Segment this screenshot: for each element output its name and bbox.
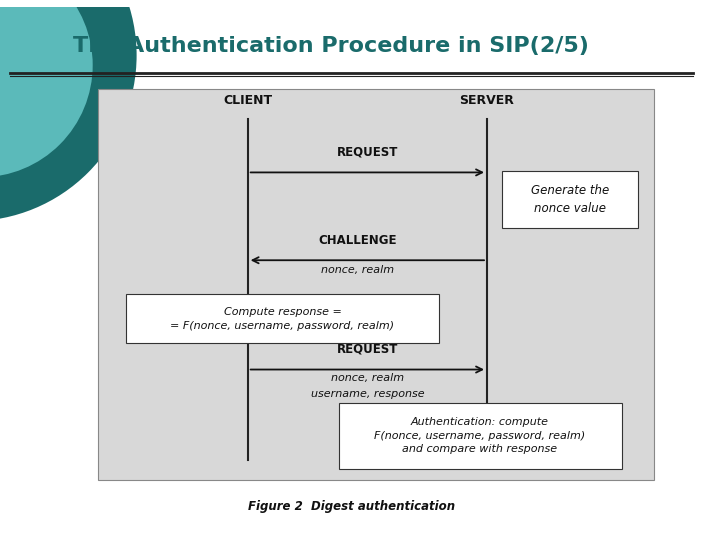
Text: Compute response =
= F(nonce, username, password, realm): Compute response = = F(nonce, username, …	[171, 307, 395, 330]
FancyBboxPatch shape	[338, 403, 621, 469]
Text: Figure 2  Digest authentication: Figure 2 Digest authentication	[248, 500, 455, 512]
Text: REQUEST: REQUEST	[337, 343, 398, 356]
FancyBboxPatch shape	[127, 294, 438, 343]
Circle shape	[0, 0, 93, 177]
Text: SERVER: SERVER	[459, 94, 514, 107]
Text: The Authentication Procedure in SIP(2/5): The Authentication Procedure in SIP(2/5)	[73, 36, 589, 56]
Text: REQUEST: REQUEST	[337, 146, 398, 159]
Text: nonce, realm: nonce, realm	[330, 374, 404, 383]
Circle shape	[0, 0, 137, 221]
FancyBboxPatch shape	[502, 171, 638, 228]
Text: CHALLENGE: CHALLENGE	[318, 234, 397, 247]
FancyBboxPatch shape	[98, 90, 654, 480]
Text: Generate the
nonce value: Generate the nonce value	[531, 185, 609, 215]
Text: nonce, realm: nonce, realm	[321, 265, 394, 275]
Text: username, response: username, response	[310, 389, 424, 399]
Text: CLIENT: CLIENT	[223, 94, 272, 107]
Text: Authentication: compute
F(nonce, username, password, realm)
and compare with res: Authentication: compute F(nonce, usernam…	[374, 417, 585, 455]
